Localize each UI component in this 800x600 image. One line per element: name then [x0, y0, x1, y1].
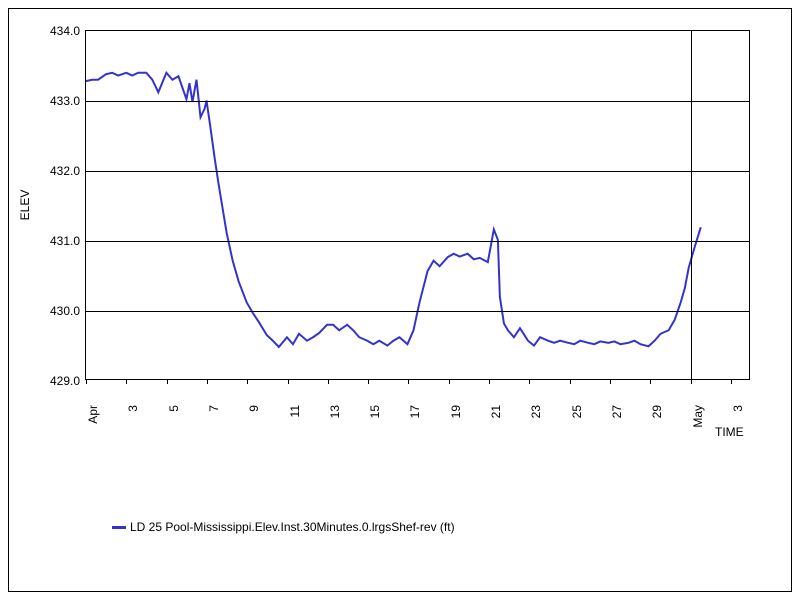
x-tick-mark — [368, 379, 369, 384]
x-tick-mark — [126, 379, 127, 384]
x-tick-label: 3 — [731, 405, 745, 412]
x-tick-mark — [650, 379, 651, 384]
x-tick-mark — [328, 379, 329, 384]
x-tick-mark — [288, 379, 289, 384]
gridline-horizontal — [86, 241, 749, 242]
legend: LD 25 Pool-Mississippi.Elev.Inst.30Minut… — [112, 520, 455, 534]
x-tick-label: May — [691, 405, 705, 428]
x-tick-mark — [691, 379, 692, 384]
x-axis-title: TIME — [715, 425, 744, 439]
x-tick-mark — [247, 379, 248, 384]
x-tick-label: 23 — [529, 405, 543, 418]
x-tick-mark — [408, 379, 409, 384]
x-tick-label: 19 — [449, 405, 463, 418]
x-tick-mark — [449, 379, 450, 384]
y-tick-label: 431.0 — [50, 234, 86, 248]
x-tick-mark — [610, 379, 611, 384]
plot-area: 429.0430.0431.0432.0433.0434.0AprMay3579… — [85, 30, 750, 380]
x-tick-label: 3 — [126, 405, 140, 412]
y-tick-label: 433.0 — [50, 94, 86, 108]
x-tick-label: 5 — [167, 405, 181, 412]
gridline-horizontal — [86, 311, 749, 312]
legend-label: LD 25 Pool-Mississippi.Elev.Inst.30Minut… — [130, 520, 455, 534]
x-tick-label: 17 — [408, 405, 422, 418]
x-tick-label: Apr — [86, 405, 100, 424]
x-tick-mark — [86, 379, 87, 384]
x-tick-label: 27 — [610, 405, 624, 418]
x-tick-mark — [207, 379, 208, 384]
x-tick-label: 29 — [650, 405, 664, 418]
x-tick-label: 13 — [328, 405, 342, 418]
x-tick-label: 11 — [288, 405, 302, 417]
series-line — [86, 73, 701, 347]
x-tick-label: 9 — [247, 405, 261, 412]
x-tick-mark — [489, 379, 490, 384]
x-tick-label: 7 — [207, 405, 221, 412]
y-tick-label: 432.0 — [50, 164, 86, 178]
gridline-horizontal — [86, 101, 749, 102]
y-tick-label: 434.0 — [50, 24, 86, 38]
x-tick-label: 21 — [489, 405, 503, 418]
y-axis-title: ELEV — [18, 190, 32, 221]
x-tick-label: 25 — [570, 405, 584, 418]
y-tick-label: 429.0 — [50, 374, 86, 388]
x-tick-mark — [570, 379, 571, 384]
y-tick-label: 430.0 — [50, 304, 86, 318]
x-tick-mark — [529, 379, 530, 384]
gridline-vertical — [691, 31, 692, 379]
gridline-horizontal — [86, 171, 749, 172]
x-tick-label: 15 — [368, 405, 382, 418]
legend-swatch — [112, 526, 126, 529]
x-tick-mark — [167, 379, 168, 384]
line-series-svg — [86, 31, 749, 379]
x-tick-mark — [731, 379, 732, 384]
